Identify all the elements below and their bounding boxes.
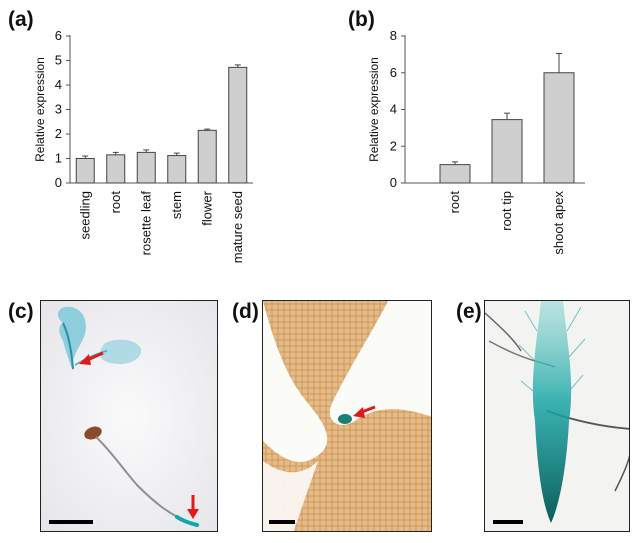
red-arrow-icon <box>353 405 376 418</box>
bar <box>543 72 575 184</box>
y-axis-label: Relative expression <box>367 57 381 162</box>
bar <box>491 119 523 184</box>
y-tick-label: 5 <box>55 53 62 68</box>
root-hair <box>485 312 522 352</box>
photo-c-seedling <box>40 300 218 532</box>
y-tick-label: 6 <box>55 28 62 43</box>
y-tick-label: 2 <box>390 138 397 153</box>
chart-b: 0 2 4 6 8 Relative expression root root tip shoo… <box>367 28 585 255</box>
x-tick-label: flower <box>199 190 214 225</box>
bar <box>136 151 156 184</box>
y-tick-label: 1 <box>55 151 62 166</box>
seedling-leaves <box>57 306 142 371</box>
scale-bar <box>269 520 295 524</box>
photo-d-leaves <box>262 300 432 532</box>
bar <box>228 66 248 184</box>
y-tick-label: 3 <box>55 102 62 117</box>
y-tick-label: 0 <box>390 175 397 190</box>
panel-label-d: (d) <box>232 300 259 323</box>
bar <box>439 164 471 184</box>
x-tick-label: root tip <box>499 191 514 231</box>
scale-bar <box>493 520 523 524</box>
y-tick-label: 0 <box>55 175 62 190</box>
panel-label-e: (e) <box>456 300 482 323</box>
root-tip <box>532 301 572 523</box>
x-tick-label: root <box>447 191 462 214</box>
y-tick-label: 4 <box>55 77 62 92</box>
bar <box>106 154 126 184</box>
panel-label-c: (c) <box>8 300 34 323</box>
y-tick-label: 8 <box>390 28 397 43</box>
root-hairs <box>518 306 586 392</box>
x-tick-label: stem <box>169 191 184 219</box>
bar <box>197 129 217 184</box>
x-tick-label: seedling <box>77 191 92 239</box>
seed-and-root <box>84 426 199 527</box>
panel-label-b: (b) <box>348 8 375 31</box>
bar <box>75 158 95 184</box>
x-tick-label: rosette leaf <box>138 191 153 256</box>
chart-a: 0 1 2 3 4 5 6 Relative expression seedling root ro… <box>33 28 253 263</box>
y-tick-label: 4 <box>390 102 397 117</box>
x-tick-label: mature seed <box>230 191 245 263</box>
red-arrow-icon <box>79 351 104 365</box>
red-arrow-icon <box>187 495 199 519</box>
y-axis-label: Relative expression <box>33 57 47 162</box>
stain-spot <box>338 414 352 424</box>
y-tick-label: 2 <box>55 126 62 141</box>
x-tick-label: shoot apex <box>551 191 566 255</box>
x-tick-label: root <box>108 191 123 214</box>
panel-label-a: (a) <box>8 8 34 31</box>
bar <box>167 155 187 184</box>
photo-e-root-tip <box>484 300 630 532</box>
y-tick-label: 6 <box>390 65 397 80</box>
scale-bar <box>49 520 93 524</box>
